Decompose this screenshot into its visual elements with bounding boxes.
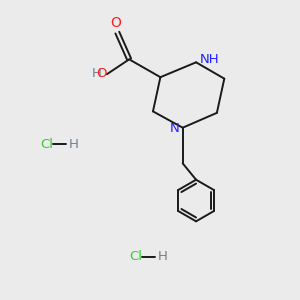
Text: Cl: Cl [129,250,142,263]
Text: H: H [68,138,78,151]
Text: N: N [169,122,179,135]
Text: Cl: Cl [40,138,53,151]
Text: H: H [92,67,102,80]
Text: O: O [110,16,121,30]
Text: NH: NH [200,53,219,66]
Text: H: H [158,250,167,263]
Text: O: O [96,67,106,80]
